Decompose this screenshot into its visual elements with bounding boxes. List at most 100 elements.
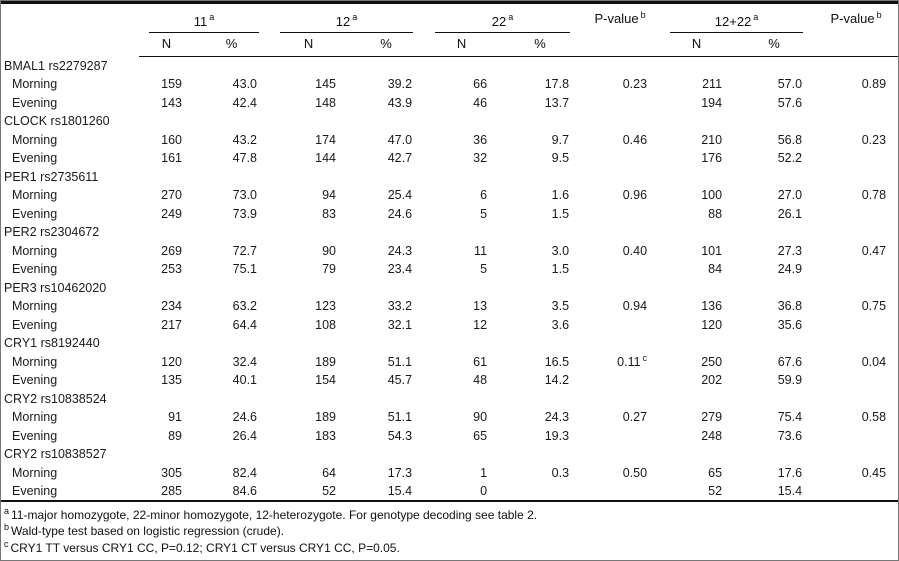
gene-label: BMAL1 rs2279287: [4, 59, 108, 73]
cell-pvalue-combined: [814, 371, 898, 390]
cell-22-n-value: 11: [474, 243, 488, 258]
cell-12plus22-pct: 73.6: [734, 427, 814, 446]
cell-12-pct-value: 39.2: [387, 77, 413, 92]
cell-22-pct: 9.5: [499, 149, 581, 168]
cell-pvalue-combined-value: 0.58: [861, 410, 887, 425]
footnote-marker-c: c: [4, 538, 9, 549]
cell-12plus22-pct: 75.4: [734, 408, 814, 427]
cell-22-pct-value: 1.6: [551, 188, 570, 203]
cell-22-n-value: 90: [473, 410, 488, 425]
cell-12-n: 183: [269, 427, 348, 446]
cell-pvalue-crude: 0.27: [581, 408, 659, 427]
row-label: Evening: [1, 260, 139, 279]
cell-22-pct-value: 24.3: [544, 410, 570, 425]
cell-pvalue-crude-value: 0.96: [622, 188, 648, 203]
cell-22-pct: 3.6: [499, 316, 581, 335]
cell-12plus22-pct-value: 17.6: [777, 465, 803, 480]
cell-12plus22-pct: 35.6: [734, 316, 814, 335]
cell-pvalue-crude: [581, 205, 659, 224]
cell-pvalue-combined: 0.78: [814, 186, 898, 205]
cell-22-pct: 16.5: [499, 353, 581, 372]
cell-pvalue-crude-value: 0.40: [622, 243, 648, 258]
cell-12plus22-pct-value: 75.4: [777, 410, 803, 425]
cell-12plus22-n-value: 211: [702, 77, 723, 92]
gene-label: PER1 rs2735611: [4, 169, 99, 184]
cell-11-n-value: 160: [161, 132, 182, 147]
cell-pvalue-combined: 0.47: [814, 242, 898, 261]
cell-12-pct-value: 45.7: [387, 373, 413, 388]
cell-12-n: 123: [269, 297, 348, 316]
cell-12-pct: 42.7: [348, 149, 424, 168]
header-pvalue-crude: P-value b: [581, 2, 660, 57]
cell-11-pct: 43.2: [194, 131, 269, 150]
cell-22-n-value: 1: [480, 465, 488, 480]
gene-label: CRY2 rs10838524: [4, 391, 107, 406]
header-group-row: 11 a 12 a 22 a P-value b 12+22 a P-value b: [1, 2, 898, 57]
cell-11-pct: 64.4: [194, 316, 269, 335]
data-row: Morning 234 63.2 123 33.2 13 3.5 0.94 136 36.8 0.7…: [1, 297, 898, 316]
cell-22-n-value: 6: [480, 188, 488, 203]
cell-22-n-value: 36: [473, 132, 488, 147]
cell-12-n-value: 64: [322, 465, 337, 480]
cell-pvalue-crude-value: 0.94: [622, 299, 648, 314]
cell-22-pct: 13.7: [499, 94, 581, 113]
row-label: Morning: [1, 408, 139, 427]
gene-row: PER2 rs2304672: [1, 223, 898, 242]
cell-pvalue-combined: [814, 316, 898, 335]
cell-11-n: 161: [139, 149, 194, 168]
cell-22-n: 6: [424, 186, 499, 205]
row-label: Morning: [1, 297, 139, 316]
cell-22-n: 36: [424, 131, 499, 150]
cell-12plus22-n: 211: [659, 75, 734, 94]
cell-22-pct-value: 3.6: [551, 317, 570, 332]
gene-label: PER2 rs2304672: [4, 225, 100, 240]
cell-pvalue-combined: 0.89: [814, 75, 898, 94]
cell-12-pct-value: 51.1: [387, 410, 413, 425]
cell-11-n-value: 120: [161, 354, 182, 369]
cell-12-n: 148: [269, 94, 348, 113]
cell-11-n-value: 253: [161, 262, 182, 277]
data-row: Morning 270 73.0 94 25.4 6 1.6 0.96 100 27.0 0.78: [1, 186, 898, 205]
footnote-marker-a: a: [753, 12, 759, 23]
cell-12-pct: 45.7: [348, 371, 424, 390]
cell-12-pct-value: 17.3: [387, 465, 413, 480]
cell-11-pct-value: 43.2: [232, 132, 258, 147]
cell-pvalue-crude: [581, 94, 659, 113]
header-n-11: N: [139, 32, 194, 57]
cell-11-pct: 24.6: [194, 408, 269, 427]
cell-pvalue-crude: 0.46: [581, 131, 659, 150]
cell-pvalue-crude-value: 0.27: [622, 410, 648, 425]
gene-row: PER3 rs10462020: [1, 279, 898, 298]
header-group-label: 11: [193, 13, 208, 29]
cell-22-n-value: 48: [473, 373, 488, 388]
cell-22-pct-value: 1.5: [551, 262, 570, 277]
cell-12-pct: 23.4: [348, 260, 424, 279]
cell-pvalue-combined: 0.23: [814, 131, 898, 150]
footnote-text: 11-major homozygote, 22-minor homozygote…: [11, 507, 538, 522]
cell-12plus22-n-value: 136: [701, 299, 723, 314]
cell-22-n-value: 46: [473, 95, 488, 110]
cell-12-pct-value: 24.6: [387, 206, 413, 221]
cell-11-n: 249: [139, 205, 194, 224]
cell-11-n-value: 234: [161, 299, 182, 314]
cell-22-pct-value: 9.7: [551, 132, 570, 147]
header-group-12: 12 a: [269, 3, 424, 33]
cell-11-n: 270: [139, 186, 194, 205]
cell-22-pct-value: 13.7: [544, 95, 570, 110]
cell-pvalue-combined: [814, 94, 898, 113]
cell-12plus22-pct-value: 57.6: [777, 95, 803, 110]
cell-pvalue-combined: [814, 205, 898, 224]
cell-pvalue-crude: [581, 316, 659, 335]
cell-22-pct-value: 1.5: [551, 206, 570, 221]
footnote-c: c CRY1 TT versus CRY1 CC, P=0.12; CRY1 CT…: [4, 538, 895, 557]
cell-11-pct: 26.4: [194, 427, 269, 446]
row-label: Morning: [1, 353, 139, 372]
cell-12-n: 83: [269, 205, 348, 224]
cell-12-pct-value: 33.2: [387, 299, 413, 314]
cell-22-pct: 24.3: [499, 408, 581, 427]
data-row: Evening 161 47.8 144 42.7 32 9.5 176 52.2: [1, 149, 898, 168]
cell-11-pct-value: 32.4: [232, 354, 258, 369]
cell-12plus22-pct: 67.6: [734, 353, 814, 372]
cell-12plus22-n-value: 88: [708, 206, 723, 221]
cell-12plus22-pct-value: 57.0: [777, 77, 803, 92]
